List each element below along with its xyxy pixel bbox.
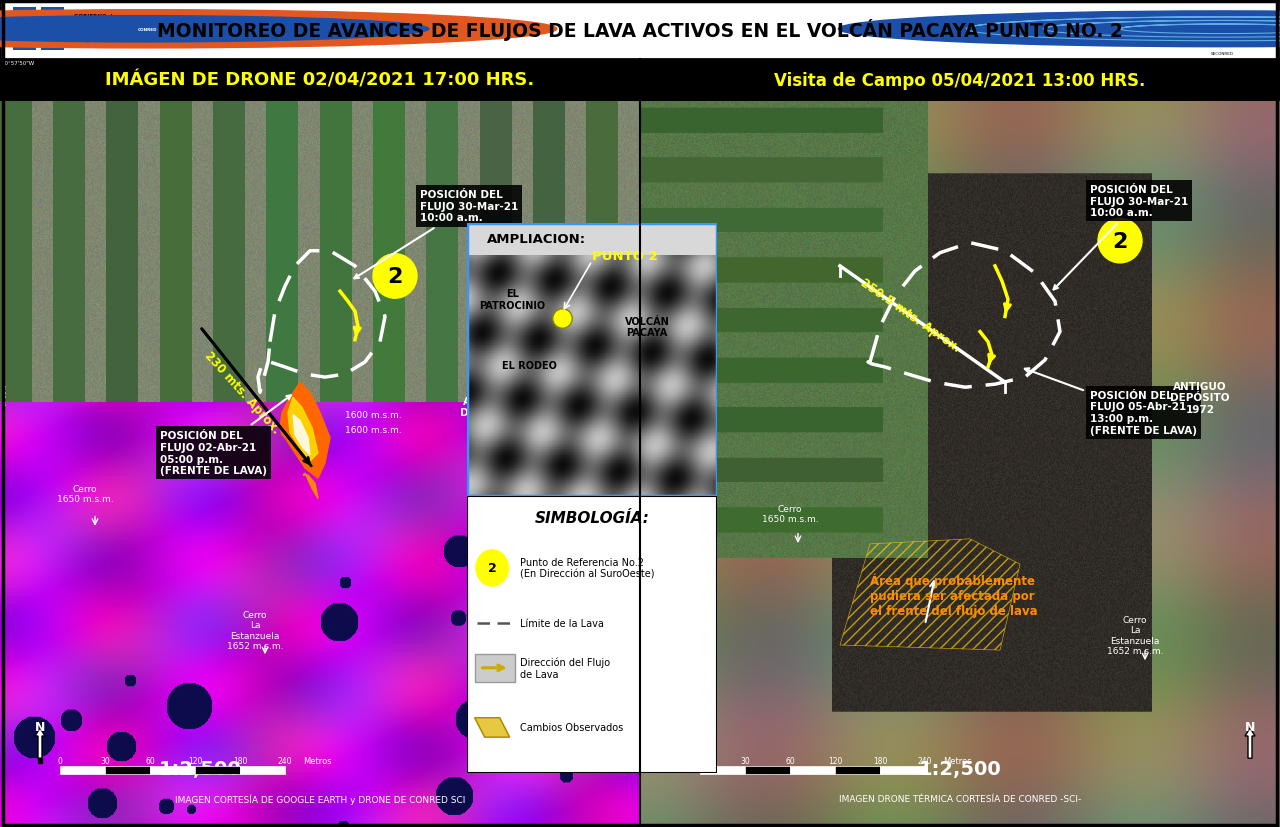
Bar bbox=[835, 767, 881, 775]
Text: SIMBOLOGÍA:: SIMBOLOGÍA: bbox=[535, 511, 649, 526]
Text: 14°22'N: 14°22'N bbox=[3, 384, 6, 406]
Text: 90°57'50"W: 90°57'50"W bbox=[3, 60, 36, 65]
Text: Cerro
La
Estanzuela
1652 m.s.m.: Cerro La Estanzuela 1652 m.s.m. bbox=[1107, 615, 1164, 655]
Text: GUATEMALA: GUATEMALA bbox=[74, 22, 127, 31]
Text: 60: 60 bbox=[145, 757, 155, 765]
Text: AMPLIACION:: AMPLIACION: bbox=[488, 233, 586, 246]
Text: 0: 0 bbox=[58, 757, 63, 765]
Text: 1600 m.s.m.: 1600 m.s.m. bbox=[346, 426, 402, 435]
Bar bbox=[475, 654, 515, 681]
Text: 120: 120 bbox=[188, 757, 202, 765]
Bar bbox=[790, 767, 835, 775]
Text: 120: 120 bbox=[828, 757, 842, 765]
Polygon shape bbox=[293, 415, 310, 456]
Text: ANTIGUO
DEPÓSITO
1972: ANTIGUO DEPÓSITO 1972 bbox=[461, 396, 520, 429]
Text: 2: 2 bbox=[488, 562, 497, 575]
Circle shape bbox=[372, 255, 417, 299]
Text: 180: 180 bbox=[873, 757, 887, 765]
Polygon shape bbox=[288, 398, 317, 461]
Text: CONRED: CONRED bbox=[137, 28, 157, 31]
Text: Visita de Campo 05/04/2021 13:00 HRS.: Visita de Campo 05/04/2021 13:00 HRS. bbox=[774, 72, 1146, 90]
Bar bbox=[105, 767, 150, 775]
Text: IMAGEN CORTESÍA DE GOOGLE EARTH y DRONE DE CONRED SCI: IMAGEN CORTESÍA DE GOOGLE EARTH y DRONE … bbox=[175, 793, 465, 804]
Text: IMÁGEN DE DRONE 02/04/2021 17:00 HRS.: IMÁGEN DE DRONE 02/04/2021 17:00 HRS. bbox=[105, 72, 535, 90]
Text: ANTIGUO
DEPÓSITO
1972: ANTIGUO DEPÓSITO 1972 bbox=[1170, 381, 1230, 414]
FancyArrow shape bbox=[35, 728, 45, 758]
Text: Punto de Referencia No.2
(En Dirección al SuroOeste): Punto de Referencia No.2 (En Dirección a… bbox=[520, 557, 654, 579]
Text: 1:2,500: 1:2,500 bbox=[159, 759, 242, 778]
Text: 240: 240 bbox=[918, 757, 932, 765]
Text: EL
PATROCINIO: EL PATROCINIO bbox=[479, 289, 545, 310]
Text: 250.5 mts. Aprox.: 250.5 mts. Aprox. bbox=[858, 275, 963, 354]
Bar bbox=[41, 7, 64, 50]
Text: Límite de la Lava: Límite de la Lava bbox=[520, 619, 603, 629]
Text: Cerro
1650 m.s.m.: Cerro 1650 m.s.m. bbox=[56, 484, 114, 504]
Text: 1:2,500: 1:2,500 bbox=[919, 759, 1001, 778]
Polygon shape bbox=[303, 474, 317, 499]
Text: Área que probablemente
pudiera ser afectada por
el frente del flujo de lava: Área que probablemente pudiera ser afect… bbox=[870, 572, 1038, 617]
Circle shape bbox=[0, 11, 557, 49]
Text: PUNTO 2: PUNTO 2 bbox=[591, 250, 658, 262]
Bar bbox=[467, 223, 717, 256]
Text: GUATEMALA: GUATEMALA bbox=[1212, 64, 1233, 68]
Bar bbox=[241, 767, 285, 775]
Text: 2: 2 bbox=[388, 266, 403, 287]
Polygon shape bbox=[280, 383, 330, 479]
Text: Cerro
1650 m.s.m.: Cerro 1650 m.s.m. bbox=[762, 504, 818, 523]
Bar bbox=[150, 767, 195, 775]
Text: 2: 2 bbox=[1112, 232, 1128, 251]
FancyArrow shape bbox=[1245, 728, 1254, 758]
Text: POSICIÓN DEL
FLUJO 05-Abr-21
13:00 p.m.
(FRENTE DE LAVA): POSICIÓN DEL FLUJO 05-Abr-21 13:00 p.m. … bbox=[1025, 369, 1197, 435]
Bar bbox=[60, 767, 105, 775]
Text: 30: 30 bbox=[740, 757, 750, 765]
Bar bbox=[640, 60, 1280, 102]
Text: VOLCÁN
PACAYA: VOLCÁN PACAYA bbox=[625, 316, 669, 337]
Text: Metros: Metros bbox=[943, 757, 972, 765]
Text: 240: 240 bbox=[278, 757, 292, 765]
Text: 0: 0 bbox=[698, 757, 703, 765]
Text: Cerro
La
Estanzuela
1652 m.s.m.: Cerro La Estanzuela 1652 m.s.m. bbox=[227, 610, 283, 650]
Circle shape bbox=[838, 12, 1280, 48]
Text: POSICIÓN DEL
FLUJO 30-Mar-21
10:00 a.m.: POSICIÓN DEL FLUJO 30-Mar-21 10:00 a.m. bbox=[355, 190, 518, 279]
Circle shape bbox=[476, 550, 508, 586]
FancyArrow shape bbox=[38, 758, 42, 763]
Text: MONITOREO DE AVANCES DE FLUJOS DE LAVA ACTIVOS EN EL VOLCÁN PACAYA PUNTO NO. 2: MONITOREO DE AVANCES DE FLUJOS DE LAVA A… bbox=[157, 19, 1123, 41]
Text: SECONRED: SECONRED bbox=[1211, 51, 1234, 55]
Text: Metros: Metros bbox=[303, 757, 332, 765]
Text: 180: 180 bbox=[233, 757, 247, 765]
Text: POSICIÓN DEL
FLUJO 30-Mar-21
10:00 a.m.: POSICIÓN DEL FLUJO 30-Mar-21 10:00 a.m. bbox=[1053, 185, 1188, 290]
Polygon shape bbox=[475, 718, 509, 737]
Bar bbox=[0, 60, 640, 102]
Text: EL RODEO: EL RODEO bbox=[502, 361, 557, 370]
Bar bbox=[13, 7, 36, 50]
Circle shape bbox=[0, 17, 429, 43]
Bar bbox=[881, 767, 925, 775]
Bar bbox=[745, 767, 790, 775]
Circle shape bbox=[1098, 219, 1142, 264]
Text: 230 mts. Aprox.: 230 mts. Aprox. bbox=[202, 349, 282, 437]
Text: 30: 30 bbox=[100, 757, 110, 765]
Text: Cambios Observados: Cambios Observados bbox=[520, 723, 623, 733]
Text: 60: 60 bbox=[785, 757, 795, 765]
Text: Dr. Alejandro Giammattei: Dr. Alejandro Giammattei bbox=[74, 39, 127, 42]
Text: IMAGEN DRONE TÉRMICA CORTESÍA DE CONRED -SCI-: IMAGEN DRONE TÉRMICA CORTESÍA DE CONRED … bbox=[838, 794, 1082, 803]
Text: Dirección del Flujo
de Lava: Dirección del Flujo de Lava bbox=[520, 657, 609, 679]
Text: POSICIÓN DEL
FLUJO 02-Abr-21
05:00 p.m.
(FRENTE DE LAVA): POSICIÓN DEL FLUJO 02-Abr-21 05:00 p.m. … bbox=[160, 396, 291, 476]
Text: N: N bbox=[35, 720, 45, 733]
Text: GOBIERNO de: GOBIERNO de bbox=[74, 14, 116, 19]
Bar bbox=[195, 767, 241, 775]
Text: N: N bbox=[1245, 720, 1256, 733]
Text: 1600 m.s.m.: 1600 m.s.m. bbox=[346, 410, 402, 419]
Bar bbox=[700, 767, 745, 775]
